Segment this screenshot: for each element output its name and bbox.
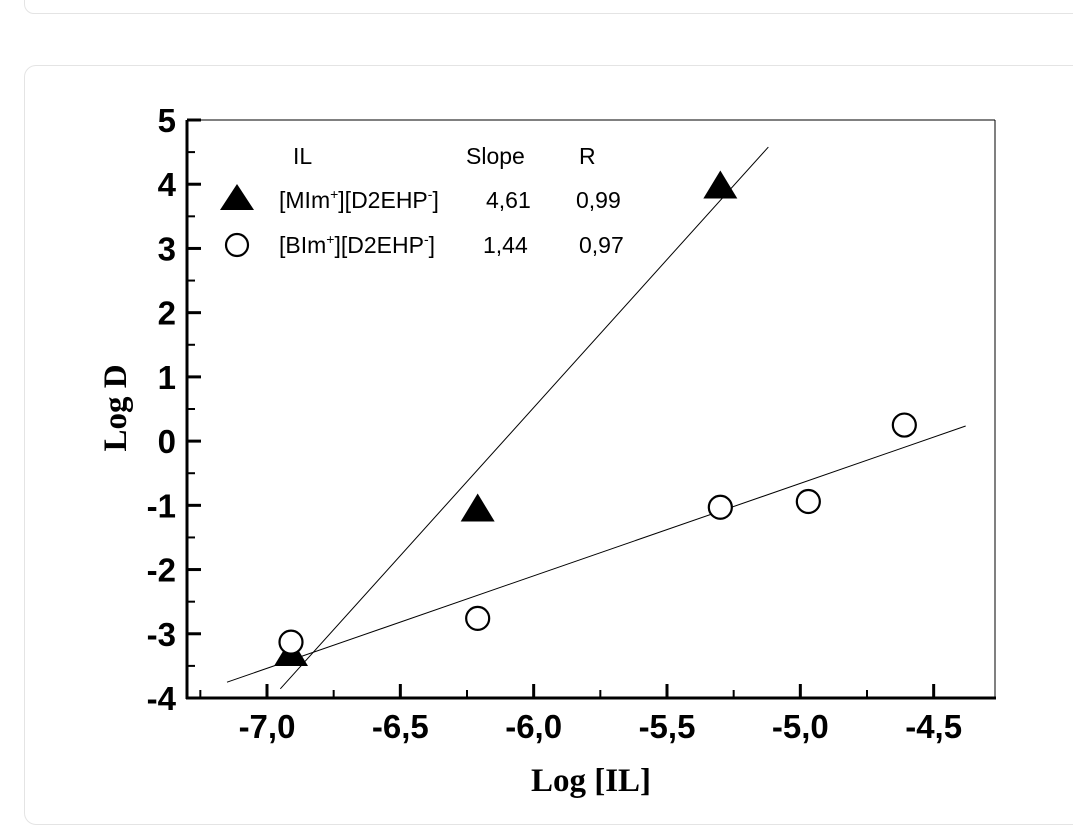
- y-tick-label: 4: [158, 166, 177, 203]
- y-tick-label: -2: [147, 552, 176, 589]
- scatter-chart: 5 4 3 2 1 0 -1 -2 -3 -4 -7,0 -6,5 -6,0 -5,5 -5,0 -4,5 L…: [98, 102, 996, 799]
- legend-marker-circle: [224, 232, 250, 258]
- fit-line-series-1: [279, 146, 769, 690]
- data-markers: [274, 170, 917, 667]
- legend-header-slope: Slope: [466, 143, 525, 169]
- axis-ticks: [187, 118, 936, 700]
- y-tick-label: -4: [147, 680, 177, 717]
- legend-header-r: R: [579, 143, 596, 169]
- y-tick-label: 2: [158, 295, 176, 332]
- legend-series-1-name: [MIm+][D2EHP-]: [279, 186, 439, 213]
- circle-point: [465, 605, 491, 631]
- legend-series-2-name: [BIm+][D2EHP-]: [279, 231, 435, 258]
- fit-line-series-2: [226, 425, 966, 683]
- legend-series-1-slope: 4,61: [486, 187, 531, 213]
- triangle-point: [460, 493, 495, 522]
- circle-point: [278, 629, 304, 655]
- y-tick-label: 0: [158, 423, 176, 460]
- y-tick-label: -1: [147, 487, 176, 524]
- y-axis-label: Log D: [98, 364, 134, 451]
- legend-header-il: IL: [293, 143, 312, 169]
- top-card: [24, 0, 1073, 14]
- y-tick-label: 1: [158, 359, 176, 396]
- x-tick-label: -7,0: [239, 708, 296, 745]
- circle-point: [707, 494, 733, 520]
- tick-labels: 5 4 3 2 1 0 -1 -2 -3 -4 -7,0 -6,5 -6,0 -5,5 -5,0 -4,5: [147, 102, 962, 745]
- y-tick-label: 3: [158, 230, 176, 267]
- x-tick-label: -5,5: [639, 708, 696, 745]
- x-tick-label: -5,0: [772, 708, 829, 745]
- legend-series-2-r: 0,97: [579, 232, 624, 258]
- legend-series-1-r: 0,99: [576, 187, 621, 213]
- x-axis-label: Log [IL]: [531, 763, 651, 799]
- legend: IL Slope R [MIm+][D2EHP-] 4,61 0,99 [BIm…: [220, 143, 624, 258]
- x-tick-label: -6,0: [505, 708, 562, 745]
- x-tick-label: -4,5: [905, 708, 962, 745]
- circle-point: [891, 412, 917, 438]
- x-tick-label: -6,5: [372, 708, 429, 745]
- y-tick-label: 5: [158, 102, 176, 139]
- fit-lines: [226, 146, 966, 690]
- legend-marker-triangle: [220, 184, 254, 210]
- triangle-point: [703, 170, 738, 199]
- legend-series-2-slope: 1,44: [483, 232, 528, 258]
- circle-point: [795, 488, 821, 515]
- y-tick-label: -3: [147, 616, 176, 653]
